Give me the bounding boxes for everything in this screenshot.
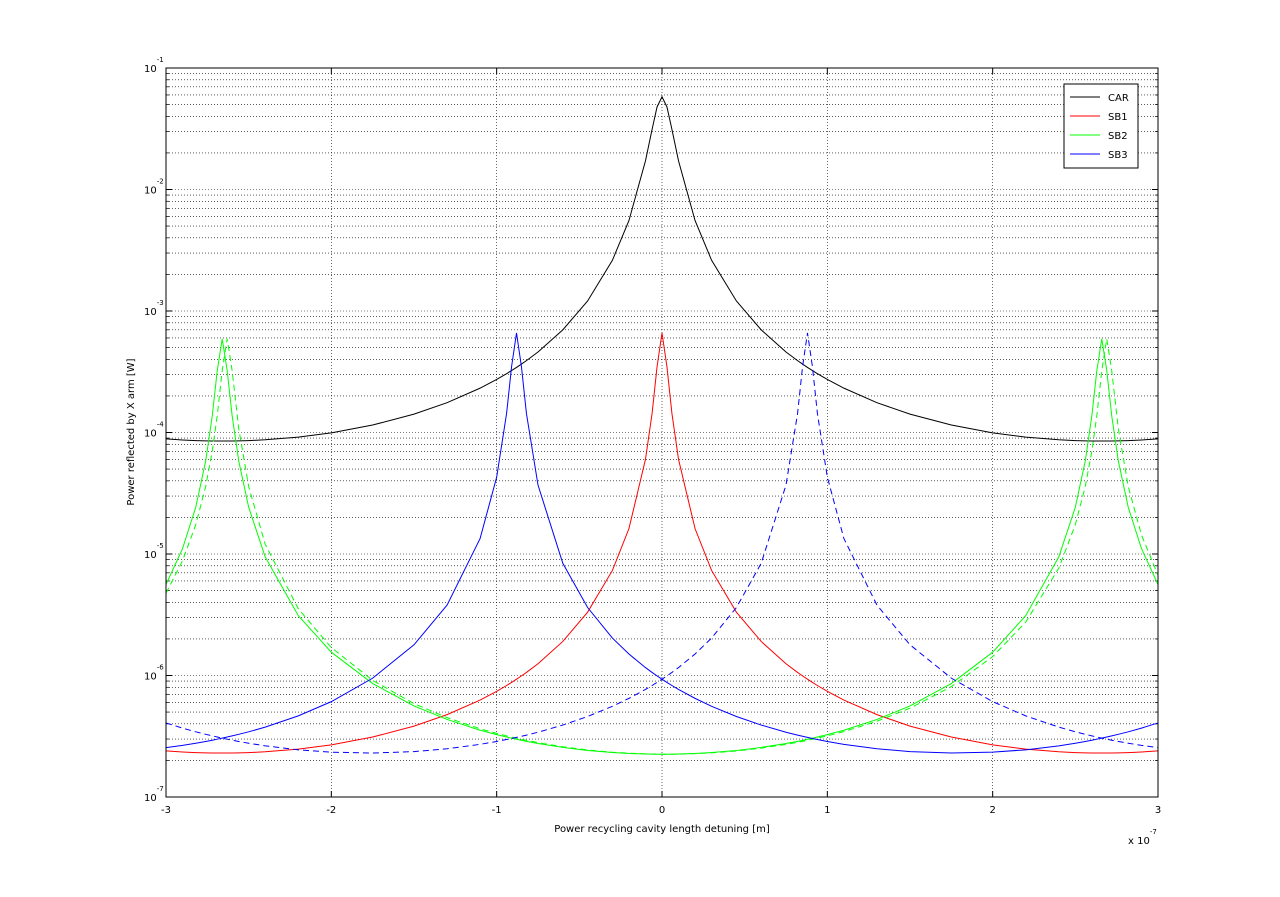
x-tick-label: 1	[824, 805, 830, 816]
plot-frame	[165, 67, 1159, 798]
y-tick-exponent: -4	[157, 421, 165, 429]
y-tick-base: 10	[144, 793, 157, 804]
y-tick-base: 10	[144, 550, 157, 561]
y-tick-base: 10	[144, 429, 157, 440]
y-tick-label: 10-4	[144, 421, 164, 440]
x-multiplier-base: x 10	[1128, 836, 1150, 847]
series-line	[165, 338, 1159, 755]
y-tick-base: 10	[144, 672, 157, 683]
y-tick-label: 10-2	[144, 178, 164, 197]
series-line	[165, 332, 1159, 754]
x-tick-label: -1	[492, 805, 502, 816]
y-tick-label: 10-3	[144, 299, 164, 318]
x-tick-label: -3	[161, 805, 171, 816]
y-tick-exponent: -7	[157, 785, 164, 793]
series-line	[165, 95, 1159, 442]
y-tick-base: 10	[144, 64, 157, 75]
x-tick-label: 2	[989, 805, 995, 816]
x-tick-label: 3	[1155, 805, 1161, 816]
x-tick-label: 0	[659, 805, 665, 816]
y-tick-exponent: -3	[157, 299, 164, 307]
legend-label: CAR	[1108, 93, 1129, 104]
y-tick-label: 10-7	[144, 785, 164, 804]
y-tick-label: 10-1	[144, 56, 164, 75]
y-tick-base: 10	[144, 307, 157, 318]
x-tick-label: -2	[326, 805, 336, 816]
y-tick-base: 10	[144, 186, 157, 197]
y-tick-exponent: -1	[157, 56, 164, 64]
x-multiplier-exponent: -7	[1150, 828, 1157, 836]
y-tick-label: 10-5	[144, 542, 164, 561]
y-tick-exponent: -5	[157, 542, 164, 550]
legend-label: SB2	[1108, 131, 1128, 142]
y-tick-exponent: -6	[157, 664, 165, 672]
y-tick-label: 10-6	[144, 664, 164, 683]
legend-label: SB3	[1108, 150, 1128, 161]
legend-label: SB1	[1108, 112, 1128, 123]
x-axis-label: Power recycling cavity length detuning […	[554, 824, 770, 835]
x-multiplier: x 10-7	[1128, 828, 1157, 847]
series-line	[165, 332, 1159, 754]
y-tick-exponent: -2	[157, 178, 164, 186]
y-axis-label: Power reflected by X arm [W]	[126, 358, 137, 505]
